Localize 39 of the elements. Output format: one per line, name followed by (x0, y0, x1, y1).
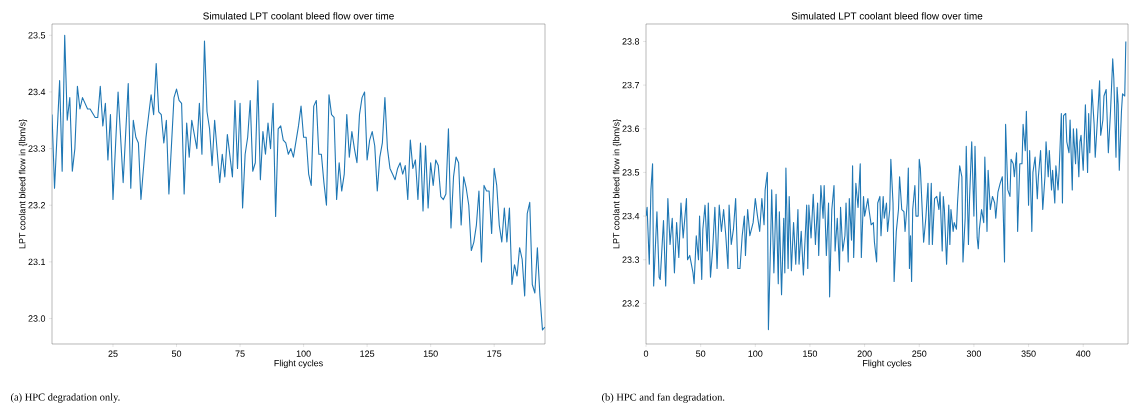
y-tick-label: 23.4 (622, 212, 640, 220)
x-tick-label: 100 (296, 350, 311, 357)
x-tick-label: 350 (1021, 350, 1036, 357)
y-tick-label: 23.4 (28, 88, 46, 96)
y-axis-title: LPT coolant bleed flow in {lbm/s} (18, 119, 28, 249)
x-tick-label: 400 (1075, 350, 1091, 357)
x-axis-title: Flight cycles (274, 359, 323, 369)
x-tick-label: 300 (966, 350, 982, 357)
chart-title: Simulated LPT coolant bleed flow over time (791, 12, 983, 20)
x-tick-label: 100 (748, 350, 763, 357)
x-tick-label: 200 (857, 350, 872, 357)
x-tick-label: 150 (803, 350, 818, 357)
text: (a) HPC degradation only. (10, 393, 120, 403)
x-tick-label: 50 (696, 350, 706, 357)
y-tick-label: 23.3 (622, 256, 640, 263)
y-tick-label: 23.7 (622, 81, 640, 89)
y-tick-label: 23.5 (622, 169, 640, 176)
x-tick-label: 0 (643, 350, 649, 357)
line-series (646, 40, 1127, 331)
y-tick-label: 23.2 (28, 202, 46, 209)
x-tick-label: 175 (487, 350, 502, 357)
y-tick-label: 23.6 (622, 125, 640, 132)
y-tick-label: 23.8 (622, 38, 640, 45)
x-tick-label: 150 (423, 350, 438, 357)
x-tick-label: 250 (912, 350, 927, 357)
x-tick-label: 75 (235, 350, 245, 357)
y-tick-label: 23.0 (28, 315, 46, 322)
y-axis-title: LPT coolant bleed flow in {lbm/s} (612, 119, 622, 249)
y-tick-label: 23.1 (28, 258, 46, 266)
x-tick-label: 50 (171, 350, 182, 357)
x-axis-title: Flight cycles (863, 359, 912, 369)
chart-title: Simulated LPT coolant bleed flow over time (203, 12, 394, 20)
y-tick-label: 23.5 (28, 32, 46, 39)
line-series (52, 34, 546, 331)
y-tick-label: 23.2 (622, 300, 640, 307)
x-tick-label: 25 (108, 350, 118, 357)
text: (b) HPC and fan degradation. (601, 393, 725, 403)
x-tick-label: 125 (360, 350, 375, 357)
y-tick-label: 23.3 (28, 145, 46, 152)
